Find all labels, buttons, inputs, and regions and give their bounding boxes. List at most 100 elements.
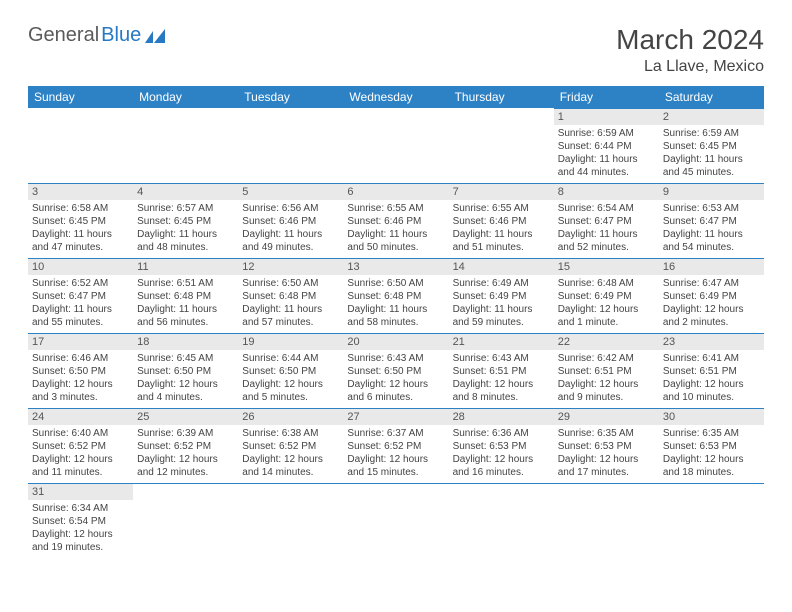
detail-line: and 44 minutes. bbox=[558, 166, 655, 179]
detail-line: Sunrise: 6:43 AM bbox=[453, 352, 550, 365]
detail-line: Sunset: 6:49 PM bbox=[663, 290, 760, 303]
detail-line: Sunrise: 6:41 AM bbox=[663, 352, 760, 365]
detail-line: Sunset: 6:46 PM bbox=[347, 215, 444, 228]
detail-line: Sunrise: 6:36 AM bbox=[453, 427, 550, 440]
calendar-table: Sunday Monday Tuesday Wednesday Thursday… bbox=[28, 86, 764, 558]
detail-line: Sunrise: 6:57 AM bbox=[137, 202, 234, 215]
detail-line: Sunrise: 6:49 AM bbox=[453, 277, 550, 290]
calendar-cell bbox=[554, 483, 659, 558]
calendar-cell: 14Sunrise: 6:49 AMSunset: 6:49 PMDayligh… bbox=[449, 258, 554, 333]
detail-line: Daylight: 11 hours bbox=[453, 303, 550, 316]
calendar-cell: 19Sunrise: 6:44 AMSunset: 6:50 PMDayligh… bbox=[238, 333, 343, 408]
detail-line: Daylight: 12 hours bbox=[453, 453, 550, 466]
day-details: Sunrise: 6:41 AMSunset: 6:51 PMDaylight:… bbox=[659, 350, 764, 408]
calendar-cell bbox=[659, 483, 764, 558]
day-details: Sunrise: 6:56 AMSunset: 6:46 PMDaylight:… bbox=[238, 200, 343, 258]
detail-line: Sunrise: 6:59 AM bbox=[558, 127, 655, 140]
detail-line: and 8 minutes. bbox=[453, 391, 550, 404]
detail-line: Daylight: 11 hours bbox=[242, 228, 339, 241]
detail-line: Daylight: 12 hours bbox=[32, 378, 129, 391]
calendar-week-row: 1Sunrise: 6:59 AMSunset: 6:44 PMDaylight… bbox=[28, 108, 764, 183]
day-details bbox=[449, 500, 554, 550]
day-number bbox=[449, 484, 554, 500]
detail-line: Daylight: 11 hours bbox=[347, 228, 444, 241]
detail-line: Daylight: 12 hours bbox=[663, 453, 760, 466]
detail-line: Daylight: 11 hours bbox=[453, 228, 550, 241]
calendar-cell bbox=[133, 108, 238, 183]
detail-line: Sunrise: 6:46 AM bbox=[32, 352, 129, 365]
detail-line: Sunrise: 6:34 AM bbox=[32, 502, 129, 515]
calendar-cell: 7Sunrise: 6:55 AMSunset: 6:46 PMDaylight… bbox=[449, 183, 554, 258]
day-number: 31 bbox=[28, 484, 133, 500]
detail-line: and 57 minutes. bbox=[242, 316, 339, 329]
day-number: 3 bbox=[28, 184, 133, 200]
day-details: Sunrise: 6:46 AMSunset: 6:50 PMDaylight:… bbox=[28, 350, 133, 408]
day-number: 12 bbox=[238, 259, 343, 275]
detail-line: and 59 minutes. bbox=[453, 316, 550, 329]
calendar-cell: 6Sunrise: 6:55 AMSunset: 6:46 PMDaylight… bbox=[343, 183, 448, 258]
calendar-week-row: 10Sunrise: 6:52 AMSunset: 6:47 PMDayligh… bbox=[28, 258, 764, 333]
calendar-cell: 9Sunrise: 6:53 AMSunset: 6:47 PMDaylight… bbox=[659, 183, 764, 258]
detail-line: Daylight: 11 hours bbox=[558, 153, 655, 166]
day-details: Sunrise: 6:42 AMSunset: 6:51 PMDaylight:… bbox=[554, 350, 659, 408]
day-details bbox=[133, 125, 238, 175]
detail-line: Sunrise: 6:45 AM bbox=[137, 352, 234, 365]
detail-line: Sunset: 6:50 PM bbox=[347, 365, 444, 378]
detail-line: and 17 minutes. bbox=[558, 466, 655, 479]
day-number: 2 bbox=[659, 109, 764, 125]
detail-line: Sunset: 6:52 PM bbox=[32, 440, 129, 453]
detail-line: Sunset: 6:48 PM bbox=[137, 290, 234, 303]
calendar-cell: 2Sunrise: 6:59 AMSunset: 6:45 PMDaylight… bbox=[659, 108, 764, 183]
day-details: Sunrise: 6:35 AMSunset: 6:53 PMDaylight:… bbox=[659, 425, 764, 483]
detail-line: Sunset: 6:46 PM bbox=[453, 215, 550, 228]
calendar-cell: 15Sunrise: 6:48 AMSunset: 6:49 PMDayligh… bbox=[554, 258, 659, 333]
detail-line: Daylight: 12 hours bbox=[242, 378, 339, 391]
calendar-cell: 16Sunrise: 6:47 AMSunset: 6:49 PMDayligh… bbox=[659, 258, 764, 333]
day-details: Sunrise: 6:44 AMSunset: 6:50 PMDaylight:… bbox=[238, 350, 343, 408]
calendar-cell: 20Sunrise: 6:43 AMSunset: 6:50 PMDayligh… bbox=[343, 333, 448, 408]
weekday-header: Thursday bbox=[449, 86, 554, 108]
detail-line: Sunset: 6:50 PM bbox=[137, 365, 234, 378]
calendar-cell: 30Sunrise: 6:35 AMSunset: 6:53 PMDayligh… bbox=[659, 408, 764, 483]
day-number: 29 bbox=[554, 409, 659, 425]
day-number bbox=[133, 109, 238, 125]
detail-line: and 45 minutes. bbox=[663, 166, 760, 179]
day-number: 15 bbox=[554, 259, 659, 275]
detail-line: Sunset: 6:50 PM bbox=[242, 365, 339, 378]
detail-line: Sunrise: 6:40 AM bbox=[32, 427, 129, 440]
detail-line: and 58 minutes. bbox=[347, 316, 444, 329]
detail-line: Daylight: 12 hours bbox=[663, 378, 760, 391]
day-details: Sunrise: 6:55 AMSunset: 6:46 PMDaylight:… bbox=[343, 200, 448, 258]
detail-line: Daylight: 11 hours bbox=[663, 153, 760, 166]
detail-line: Sunrise: 6:52 AM bbox=[32, 277, 129, 290]
detail-line: and 5 minutes. bbox=[242, 391, 339, 404]
day-details: Sunrise: 6:37 AMSunset: 6:52 PMDaylight:… bbox=[343, 425, 448, 483]
detail-line: Daylight: 11 hours bbox=[137, 228, 234, 241]
calendar-cell: 5Sunrise: 6:56 AMSunset: 6:46 PMDaylight… bbox=[238, 183, 343, 258]
day-details: Sunrise: 6:57 AMSunset: 6:45 PMDaylight:… bbox=[133, 200, 238, 258]
detail-line: Sunrise: 6:42 AM bbox=[558, 352, 655, 365]
detail-line: Sunset: 6:53 PM bbox=[558, 440, 655, 453]
weekday-header: Wednesday bbox=[343, 86, 448, 108]
day-details: Sunrise: 6:48 AMSunset: 6:49 PMDaylight:… bbox=[554, 275, 659, 333]
detail-line: and 52 minutes. bbox=[558, 241, 655, 254]
day-details: Sunrise: 6:50 AMSunset: 6:48 PMDaylight:… bbox=[238, 275, 343, 333]
day-number: 21 bbox=[449, 334, 554, 350]
header: GeneralBlue March 2024 La Llave, Mexico bbox=[28, 24, 764, 76]
detail-line: and 2 minutes. bbox=[663, 316, 760, 329]
day-number: 25 bbox=[133, 409, 238, 425]
calendar-cell bbox=[238, 108, 343, 183]
detail-line: and 55 minutes. bbox=[32, 316, 129, 329]
detail-line: Daylight: 12 hours bbox=[347, 378, 444, 391]
day-number: 19 bbox=[238, 334, 343, 350]
detail-line: Sunset: 6:49 PM bbox=[453, 290, 550, 303]
detail-line: and 48 minutes. bbox=[137, 241, 234, 254]
day-number: 26 bbox=[238, 409, 343, 425]
day-number: 6 bbox=[343, 184, 448, 200]
detail-line: Sunset: 6:45 PM bbox=[663, 140, 760, 153]
detail-line: Sunset: 6:50 PM bbox=[32, 365, 129, 378]
calendar-week-row: 3Sunrise: 6:58 AMSunset: 6:45 PMDaylight… bbox=[28, 183, 764, 258]
day-details bbox=[659, 500, 764, 550]
calendar-cell bbox=[449, 108, 554, 183]
day-number: 5 bbox=[238, 184, 343, 200]
